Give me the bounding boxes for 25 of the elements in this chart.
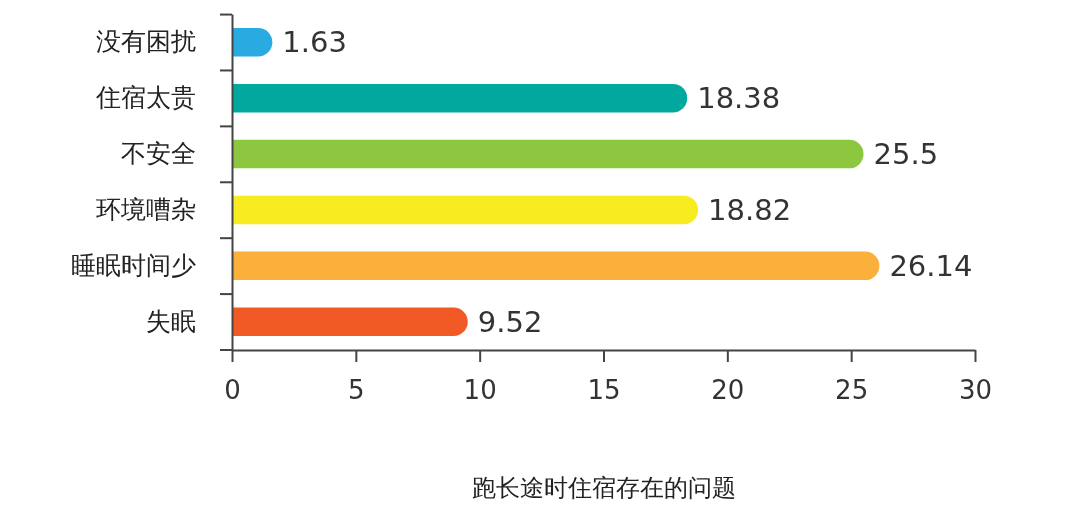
x-tick-label: 10 — [463, 374, 497, 405]
x-tick-label: 25 — [835, 374, 869, 405]
bar — [232, 83, 688, 113]
bar — [232, 195, 699, 225]
y-tick-label: 环境嘈杂 — [96, 194, 196, 224]
x-axis-title: 跑长途时住宿存在的问题 — [471, 474, 736, 502]
bar — [232, 251, 880, 281]
bar — [232, 139, 864, 169]
y-tick-label: 住宿太贵 — [95, 83, 196, 113]
x-tick-label: 15 — [587, 374, 621, 405]
data-label: 18.82 — [708, 193, 792, 228]
y-tick-label: 睡眠时间少 — [71, 250, 196, 280]
y-tick-label: 失眠 — [146, 306, 196, 336]
x-tick-label: 20 — [711, 374, 745, 405]
data-label: 9.52 — [477, 304, 543, 339]
y-tick-label: 没有困扰 — [96, 27, 196, 57]
bar — [232, 307, 468, 337]
data-label: 1.63 — [282, 25, 347, 60]
data-label: 26.14 — [889, 249, 973, 284]
data-label: 18.38 — [697, 81, 781, 116]
x-tick-label: 0 — [224, 374, 241, 405]
x-tick-label: 5 — [348, 374, 365, 405]
x-tick-label: 30 — [958, 374, 993, 405]
y-tick-label: 不安全 — [121, 139, 196, 169]
data-label: 25.5 — [873, 137, 939, 172]
